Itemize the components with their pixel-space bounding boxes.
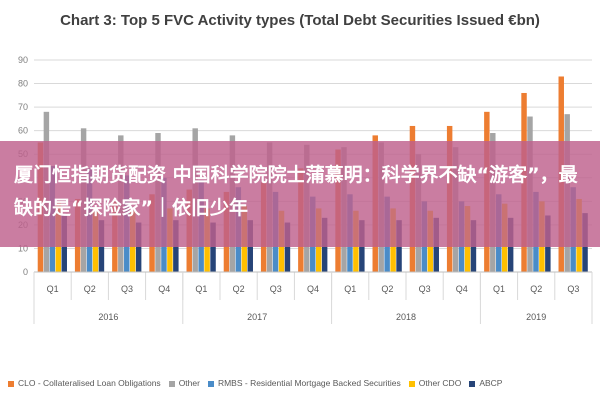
x-tick-label: Q4 xyxy=(307,284,319,294)
legend-swatch xyxy=(8,380,14,387)
legend-swatch xyxy=(408,380,415,387)
legend-item: RMBS - Residential Mortgage Backed Secur… xyxy=(207,377,401,388)
year-label: 2017 xyxy=(247,312,267,322)
x-tick-label: Q1 xyxy=(344,284,356,294)
year-label: 2016 xyxy=(98,312,118,322)
legend-item: Other xyxy=(168,377,200,388)
x-tick-label: Q1 xyxy=(195,284,207,294)
y-tick-label: 0 xyxy=(23,267,28,277)
y-tick-label: 70 xyxy=(18,102,28,112)
bar xyxy=(210,222,216,272)
headline-banner[interactable]: 厦门恒指期货配资 中国科学院院士蒲慕明：科学界不缺“游客”，最缺的是“探险家”｜… xyxy=(0,141,600,247)
y-tick-label: 90 xyxy=(18,55,28,65)
year-label: 2018 xyxy=(396,312,416,322)
x-tick-label: Q3 xyxy=(419,284,431,294)
x-tick-label: Q1 xyxy=(493,284,505,294)
chart-legend: CLO - Collateralised Loan Obligations Oth… xyxy=(8,377,600,393)
legend-swatch xyxy=(207,380,214,387)
y-tick-label: 60 xyxy=(18,126,28,136)
x-tick-label: Q3 xyxy=(270,284,282,294)
legend-swatch xyxy=(168,380,175,387)
legend-label: ABCP xyxy=(479,377,503,388)
legend-item: Other CDO xyxy=(408,377,462,388)
legend-label: Other xyxy=(178,377,200,388)
x-tick-label: Q3 xyxy=(121,284,133,294)
chart-title: Chart 3: Top 5 FVC Activity types (Total… xyxy=(60,12,540,29)
legend-label: RMBS - Residential Mortgage Backed Secur… xyxy=(217,377,401,388)
x-tick-label: Q4 xyxy=(456,284,468,294)
legend-item: CLO - Collateralised Loan Obligations xyxy=(8,378,161,388)
x-tick-label: Q1 xyxy=(47,284,59,294)
bar xyxy=(135,222,142,272)
x-tick-label: Q2 xyxy=(84,284,96,294)
legend-label: CLO - Collateralised Loan Obligations xyxy=(18,377,161,388)
y-tick-label: 10 xyxy=(18,243,28,253)
y-tick-label: 80 xyxy=(18,79,28,89)
x-tick-label: Q2 xyxy=(530,284,542,294)
x-tick-label: Q3 xyxy=(567,284,579,294)
legend-item: ABCP xyxy=(469,378,502,388)
x-tick-label: Q4 xyxy=(158,284,170,294)
x-tick-label: Q2 xyxy=(381,284,393,294)
bar xyxy=(284,222,291,272)
legend-swatch xyxy=(469,380,476,387)
year-label: 2019 xyxy=(526,312,546,322)
legend-label: Other CDO xyxy=(418,377,462,388)
headline-text[interactable]: 厦门恒指期货配资 中国科学院院士蒲慕明：科学界不缺“游客”，最缺的是“探险家”｜… xyxy=(14,164,578,219)
x-tick-label: Q2 xyxy=(233,284,245,294)
